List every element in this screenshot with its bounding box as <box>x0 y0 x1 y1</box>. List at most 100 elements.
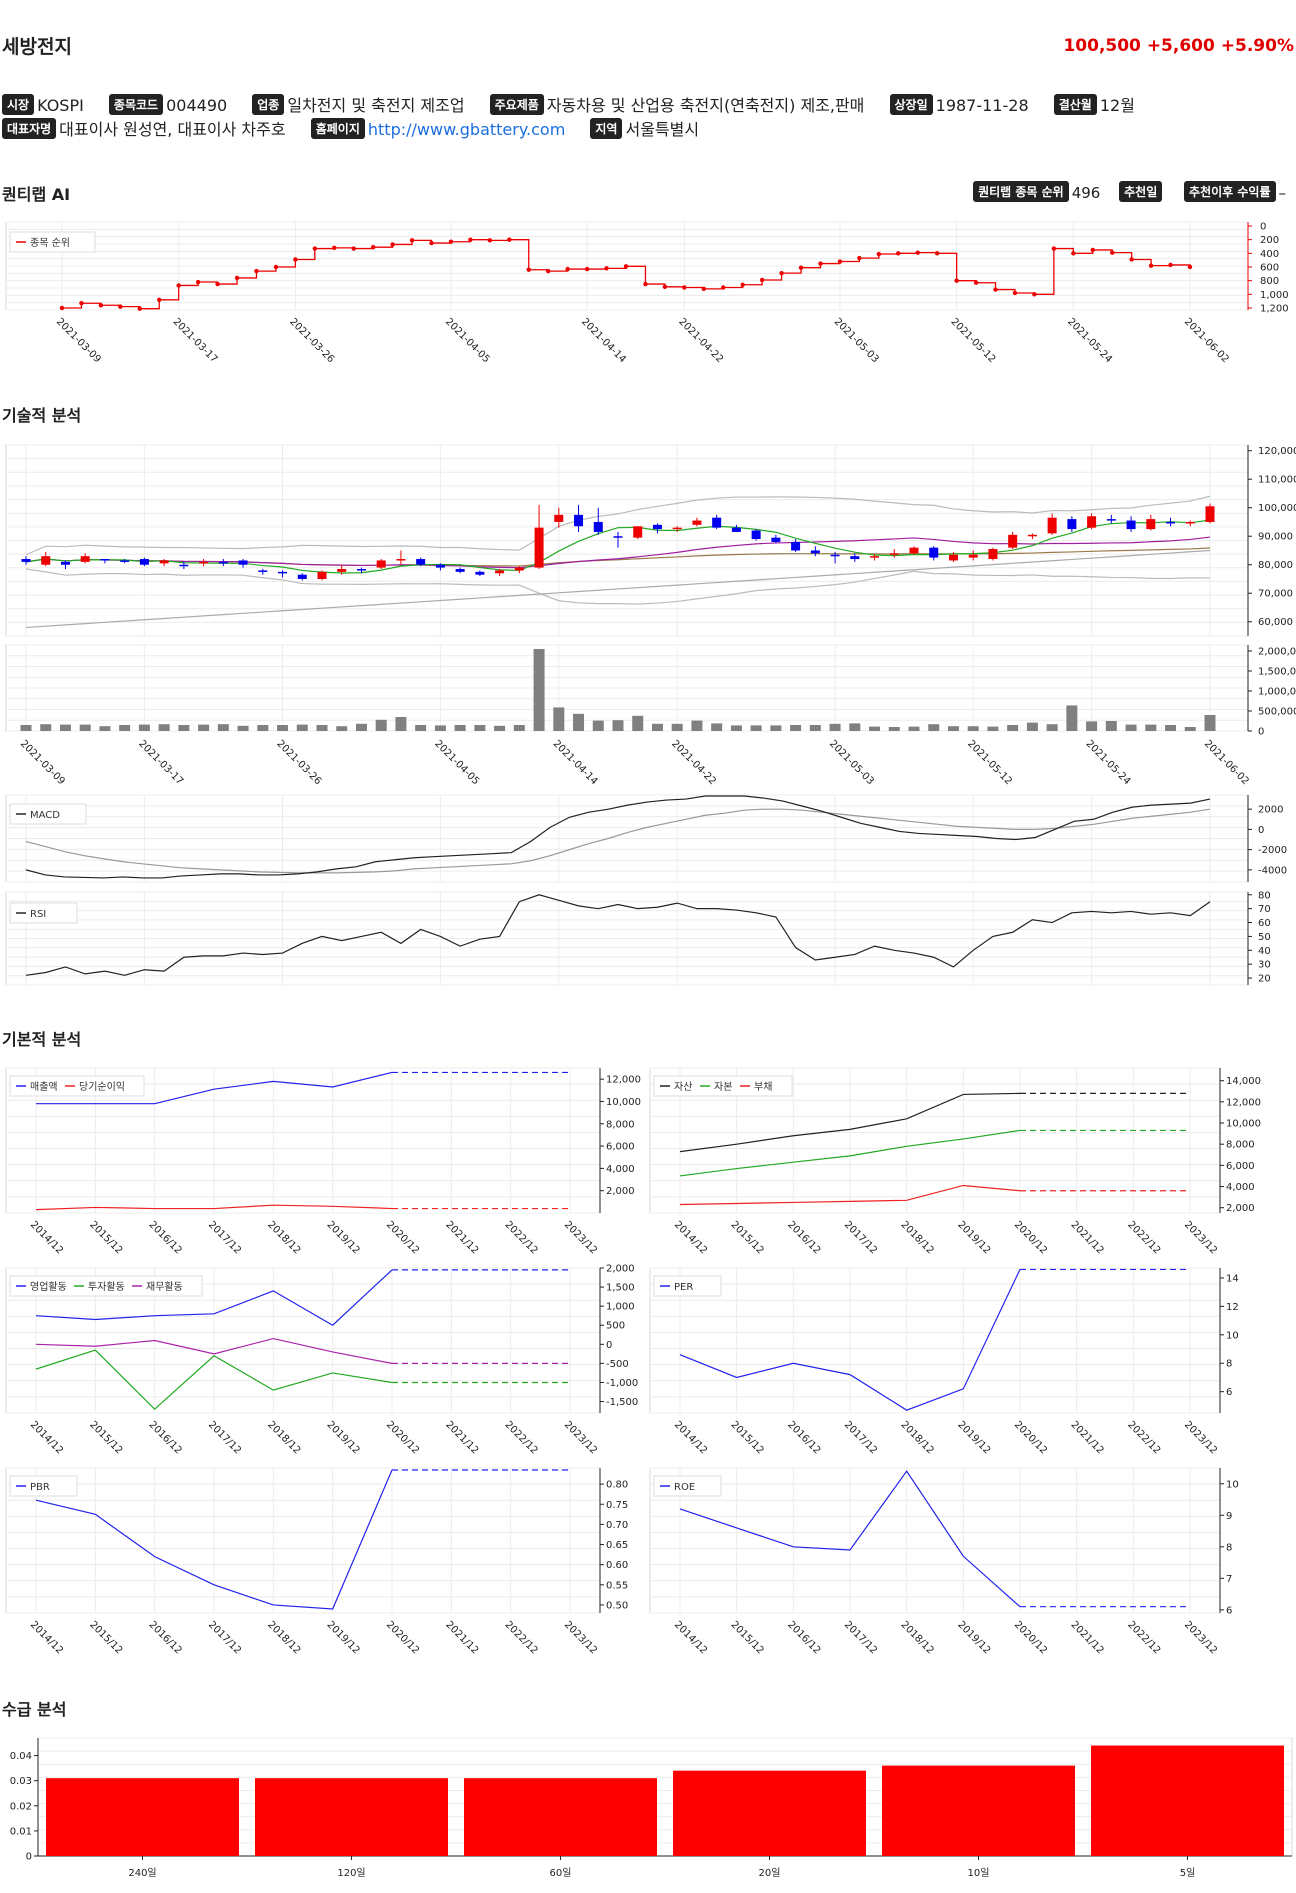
revenue-legend-label: 매출액 <box>30 1081 58 1093</box>
supply-y-tick-label: 0.03 <box>10 1776 32 1787</box>
pbr-y-tick-label: 0.60 <box>606 1560 628 1571</box>
volume-bar <box>257 725 269 731</box>
price-change-pct: +5.90% <box>1220 36 1294 56</box>
candle-body <box>455 569 465 572</box>
per-x-tick-label: 2014/12 <box>672 1419 709 1456</box>
fundamental-section-title: 기본적 분석 <box>2 1030 82 1049</box>
roe-x-tick-label: 2019/12 <box>955 1619 992 1656</box>
supply-bar <box>882 1765 1075 1856</box>
volume-bar <box>790 725 802 731</box>
rank-point <box>1148 263 1154 268</box>
macd-legend-label: MACD <box>30 810 60 821</box>
balance-y-tick-label: 8,000 <box>1226 1140 1255 1151</box>
supply-y-tick-label: 0.04 <box>10 1751 32 1762</box>
candle-body <box>475 571 485 575</box>
candle-body <box>1166 521 1176 524</box>
macd-y-tick-label: 0 <box>1258 825 1264 836</box>
rank-x-tick-label: 2021-05-12 <box>948 316 997 365</box>
homepage-link[interactable]: http://www.gbattery.com <box>367 120 566 139</box>
rank-x-tick-label: 2021-03-09 <box>54 316 103 365</box>
rank-point <box>118 304 123 309</box>
volume-bar <box>533 649 545 731</box>
rsi-legend-box <box>9 902 78 924</box>
return-value: – <box>1278 184 1287 202</box>
balance-x-tick-label: 2019/12 <box>955 1219 992 1256</box>
supply-x-tick-label: 20일 <box>759 1867 781 1879</box>
per-x-tick-label: 2015/12 <box>729 1419 766 1456</box>
per-x-tick-label: 2023/12 <box>1182 1419 1219 1456</box>
volume-bar <box>730 725 742 731</box>
long-trend-line <box>25 549 1211 629</box>
bollinger-upper-line <box>25 495 1211 556</box>
market-badge: 시장 <box>2 94 35 115</box>
cashflow-y-tick-label: -1,500 <box>606 1397 638 1408</box>
rank-y-tick-label: 800 <box>1260 276 1279 287</box>
code-badge: 종목코드 <box>108 94 164 115</box>
rank-point <box>273 264 279 270</box>
pbr-x-tick-label: 2016/12 <box>147 1619 184 1656</box>
info-row-2: 대표자명 대표이사 원성연, 대표이사 차주호 홈페이지 http://www.gb… <box>2 116 719 140</box>
cashflow-x-tick-label: 2015/12 <box>87 1419 124 1456</box>
candle-body <box>1087 516 1097 528</box>
balance-x-tick-label: 2020/12 <box>1012 1219 1049 1256</box>
rank-point <box>98 303 104 308</box>
revenue-x-tick-label: 2016/12 <box>147 1219 184 1256</box>
rank-point <box>526 267 531 272</box>
homepage-badge: 홈페이지 <box>310 118 365 139</box>
balance-series-line <box>679 1092 1021 1153</box>
candle-body <box>218 561 228 564</box>
volume-bar <box>336 726 348 731</box>
cashflow-x-tick-label: 2021/12 <box>443 1419 480 1456</box>
volume-x-tick-label: 2021-04-22 <box>669 738 718 787</box>
revenue-y-tick-label: 4,000 <box>606 1164 635 1175</box>
volume-bar <box>651 723 663 731</box>
rank-legend-label: 종목 순위 <box>30 236 70 249</box>
supply-bar <box>1091 1745 1284 1856</box>
rank-point <box>623 264 629 269</box>
rank-point <box>351 246 356 251</box>
candle-body <box>199 561 209 564</box>
current-price: 100,500 <box>1063 36 1141 56</box>
pbr-x-tick-label: 2022/12 <box>503 1619 540 1656</box>
candle-body <box>672 527 682 530</box>
candle-body <box>337 569 347 572</box>
revenue-series-line <box>35 1204 393 1211</box>
cashflow-series-line <box>35 1349 393 1411</box>
rank-point <box>370 244 376 250</box>
volume-x-tick-label: 2021-03-17 <box>136 738 185 787</box>
volume-bar <box>40 724 52 731</box>
rsi-legend-label: RSI <box>30 909 46 920</box>
volume-bar <box>316 725 328 731</box>
candle-body <box>850 556 860 560</box>
rsi-y-tick-label: 80 <box>1258 890 1271 901</box>
volume-bar <box>553 707 565 731</box>
rank-point <box>993 287 998 292</box>
rank-point <box>1071 251 1076 256</box>
roe-x-tick-label: 2023/12 <box>1182 1619 1219 1656</box>
supply-x-tick-label: 240일 <box>128 1867 156 1879</box>
rank-point <box>1168 262 1173 268</box>
per-x-tick-label: 2022/12 <box>1125 1419 1162 1456</box>
cashflow-y-tick-label: -1,000 <box>606 1378 638 1389</box>
candle-body <box>830 554 840 557</box>
cashflow-legend-label: 재무활동 <box>146 1280 183 1293</box>
rank-point <box>293 257 298 262</box>
balance-y-tick-label: 4,000 <box>1226 1182 1255 1193</box>
balance-x-tick-label: 2015/12 <box>729 1219 766 1256</box>
info-row-1: 시장 KOSPI 종목코드 004490 업종 일차전지 및 축전지 제조업 주요제품… <box>2 92 1155 116</box>
volume-bar <box>869 726 881 731</box>
candle-body <box>1205 506 1215 522</box>
volume-bar <box>79 724 91 731</box>
rank-y-tick-label: 1,200 <box>1260 304 1289 315</box>
ceo-value: 대표이사 원성연, 대표이사 차주호 <box>59 120 286 139</box>
price-y-tick-label: 100,000 <box>1258 503 1296 514</box>
candle-body <box>909 547 919 554</box>
candle-body <box>554 514 564 522</box>
macd-y-tick-label: -4000 <box>1258 865 1287 876</box>
cashflow-x-tick-label: 2017/12 <box>206 1419 243 1456</box>
revenue-legend-box <box>9 1075 145 1097</box>
roe-x-tick-label: 2018/12 <box>899 1619 936 1656</box>
volume-bar <box>513 725 525 731</box>
supply-bar <box>46 1778 239 1856</box>
revenue-x-tick-label: 2023/12 <box>562 1219 599 1256</box>
